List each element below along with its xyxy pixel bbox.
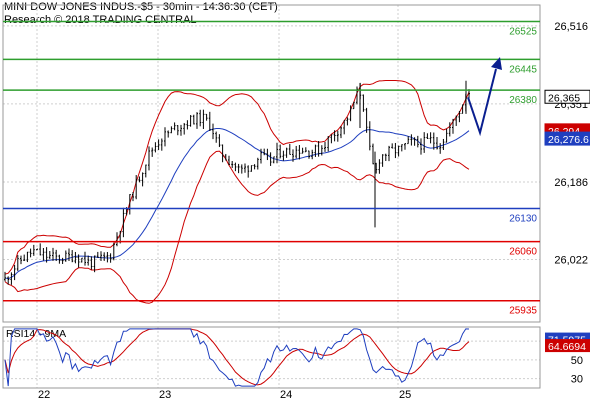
bollinger-upper — [4, 80, 470, 275]
rsi-badge — [545, 339, 590, 353]
rsi-tick-label: 30 — [571, 374, 583, 386]
price-badge — [544, 89, 590, 104]
rsi-tick-label: 50 — [571, 355, 583, 367]
time-tick-label: 22 — [38, 389, 50, 400]
grid-lines — [3, 5, 540, 388]
time-tick-label: 24 — [280, 389, 292, 400]
forecast-arrow-line — [467, 68, 497, 137]
level-label: 26130 — [509, 213, 537, 224]
price-badge-label: 26,365 — [548, 92, 580, 104]
time-axis: 22 23 24 25 — [38, 389, 411, 400]
level-label: 26060 — [509, 247, 537, 258]
level-label: 26380 — [509, 95, 537, 106]
price-tick-label: 26,516 — [554, 21, 588, 33]
level-label: 26525 — [509, 27, 537, 38]
rsi-title: RSI14 - 9MA — [6, 328, 66, 340]
chart-subtitle: Research © 2018 TRADING CENTRAL — [4, 14, 197, 26]
time-tick-label: 23 — [159, 389, 171, 400]
candles — [4, 80, 470, 285]
rsi-line — [4, 328, 470, 387]
chart-title: MINI DOW JONES INDUS.-$5 - 30min - 14:36… — [4, 1, 278, 13]
forecast-arrow — [467, 57, 502, 137]
rsi-badge-label: 64.6694 — [548, 341, 586, 353]
price-badge — [544, 131, 590, 146]
rsi-panel: RSI14 - 9MA70503071.597564.6694 — [4, 328, 590, 387]
bollinger-lower — [4, 150, 470, 304]
price-badge-label: 26,276.6 — [548, 134, 589, 146]
moving-average-line — [4, 128, 470, 280]
level-label: 25935 — [509, 306, 537, 317]
forecast-arrow-head — [491, 57, 502, 71]
price-tick-label: 26,022 — [554, 255, 588, 267]
price-frame — [2, 4, 541, 323]
rsi-ma-line — [4, 328, 470, 386]
bollinger-bands — [4, 80, 470, 304]
level-lines: 26525 26445 26380 26130 26060 25935 — [3, 20, 540, 317]
level-label: 26445 — [509, 64, 537, 75]
time-tick-label: 25 — [399, 389, 411, 400]
chart-frames — [2, 4, 541, 389]
rsi-frame — [2, 326, 541, 389]
price-tick-label: 26,186 — [554, 177, 588, 189]
moving-average — [4, 128, 470, 280]
